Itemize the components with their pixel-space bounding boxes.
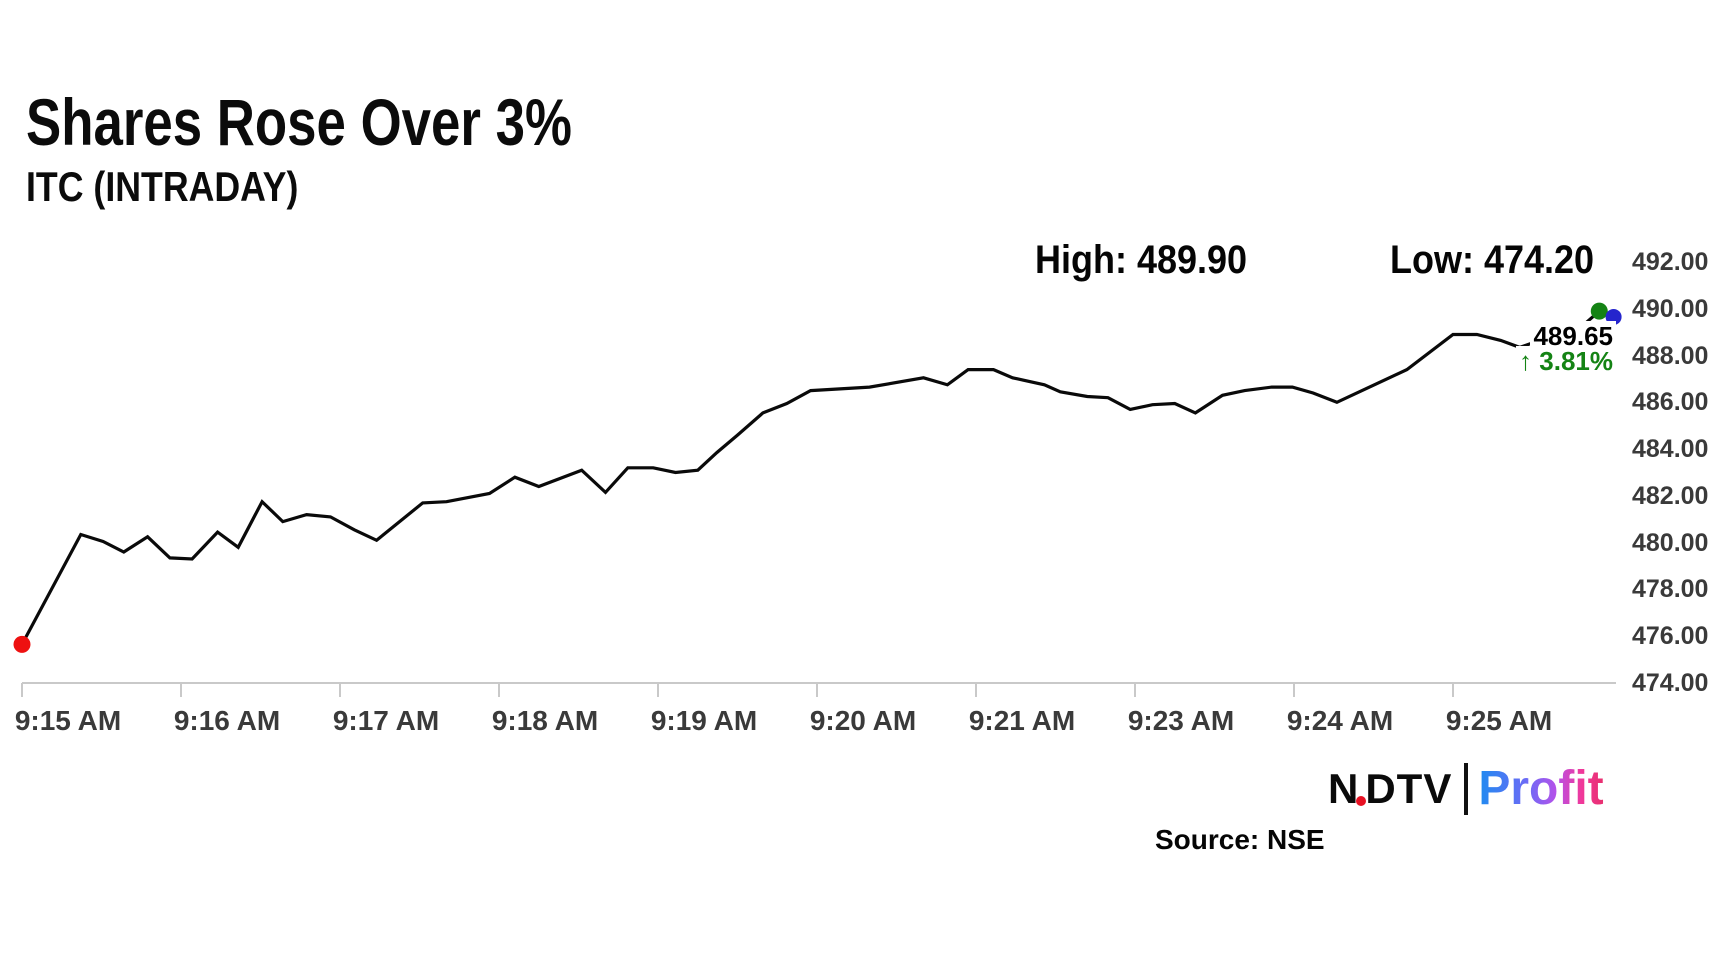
change-percent-label: ↑ 3.81% (1516, 346, 1616, 377)
up-arrow-icon: ↑ (1519, 346, 1533, 376)
ndtv-red-dot-icon (1356, 796, 1367, 806)
x-axis-label: 9:21 AM (968, 705, 1076, 736)
y-axis-label: 492.00 (1632, 248, 1709, 276)
profit-wordmark: Profit (1478, 762, 1604, 815)
last-trade-dot (1605, 308, 1622, 325)
y-axis-label: 488.00 (1632, 341, 1709, 370)
y-axis-label: 478.00 (1632, 575, 1709, 604)
y-axis-label: 490.00 (1632, 294, 1709, 323)
x-axis-label: 9:25 AM (1445, 705, 1553, 736)
y-axis-label: 482.00 (1632, 481, 1709, 510)
x-axis-label: 9:17 AM (332, 705, 440, 736)
ndtv-letter-n: N (1328, 765, 1360, 812)
intraday-high-dot (1590, 302, 1608, 320)
high-value-label: High: 489.90 (1035, 238, 1248, 282)
y-axis-label: 484.00 (1632, 435, 1709, 464)
session-open-dot (13, 635, 31, 653)
y-axis-label: 476.00 (1632, 622, 1709, 651)
logo-divider (1464, 763, 1469, 815)
ndtv-profit-logo: N DTV Profit (1328, 763, 1604, 815)
x-axis-label: 9:20 AM (809, 705, 917, 736)
change-percent-value: 3.81% (1539, 346, 1613, 376)
x-axis-label: 9:15 AM (14, 705, 122, 736)
x-axis-label: 9:18 AM (491, 705, 599, 736)
x-axis-label: 9:24 AM (1286, 705, 1394, 736)
x-axis-label: 9:19 AM (650, 705, 758, 736)
chart-subtitle: ITC (INTRADAY) (26, 163, 299, 210)
source-note: Source: NSE (1155, 824, 1325, 855)
ndtv-letters-dtv: DTV (1365, 765, 1453, 812)
y-axis-label: 474.00 (1632, 669, 1709, 697)
y-axis-label: 480.00 (1632, 528, 1709, 557)
price-line (20, 309, 1616, 647)
low-value-label: Low: 474.20 (1390, 238, 1595, 282)
x-axis-label: 9:23 AM (1127, 705, 1235, 736)
x-axis-label: 9:16 AM (173, 705, 281, 736)
y-axis-label: 486.00 (1632, 388, 1709, 417)
page-title: Shares Rose Over 3% (26, 85, 572, 159)
ndtv-wordmark: N DTV (1328, 765, 1452, 813)
